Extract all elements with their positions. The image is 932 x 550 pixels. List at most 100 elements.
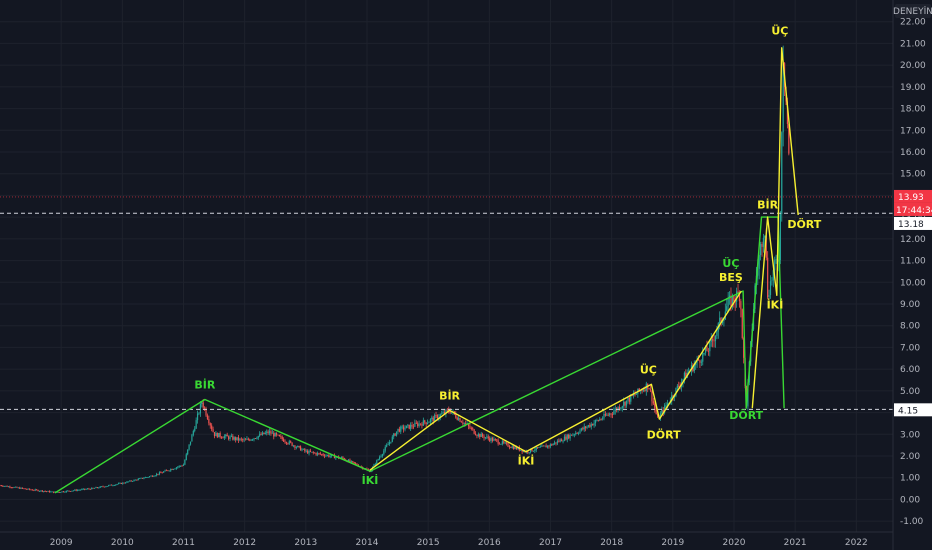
candle-body [597,420,599,421]
candle-body [275,433,278,435]
candle-body [266,431,268,433]
candle-body [624,401,626,406]
candle-body [719,317,721,324]
candle-body [353,461,355,464]
candle-body [44,491,46,492]
candle-body [377,459,379,461]
candle-body [714,335,717,342]
candle-body [75,489,77,491]
y-tick-label: 15.00 [900,170,926,180]
candle-body [397,428,399,432]
x-tick-label: 2015 [417,538,440,548]
candle-body [765,235,767,258]
candle-body [486,436,488,438]
candle-body [483,436,485,439]
candle-body [418,423,420,427]
candle-body [16,486,18,488]
candle-body [242,439,244,441]
candle-body [263,432,265,435]
candle-body [436,415,439,419]
candle-body [41,490,43,492]
candle-body [535,447,537,451]
wave-label: İKİ [362,473,379,487]
candle-body [774,259,776,271]
candle-body [144,477,146,479]
horizontal-levels [0,196,893,410]
candle-body [103,486,106,488]
candle-body [126,481,128,483]
candle-body [137,478,139,481]
candle-body [459,418,461,422]
candle-body [424,420,426,423]
candle-body [188,444,190,450]
y-tick-label: 10.00 [900,278,926,288]
candle-body [589,425,591,427]
candle-body [318,453,320,454]
candle-body [484,437,487,439]
candle-body [565,436,567,440]
candle-body [82,488,84,490]
candle-body [706,346,708,352]
candle-body [40,490,42,492]
candle-body [53,491,55,493]
candle-body [704,346,707,353]
candle-body [165,470,168,472]
candle-body [450,412,453,414]
candle-body [402,426,405,430]
candle-body [449,411,451,414]
candle-body [84,488,86,490]
candle-body [592,424,594,426]
candle-body [555,442,557,444]
candle-body [132,481,134,482]
candle-body [685,372,687,378]
candle-body [325,455,327,457]
candle-body [577,433,580,434]
candle-body [699,360,701,363]
candle-body [206,415,209,420]
candle-body [331,454,333,457]
candle-body [294,445,296,448]
candle-body [743,338,745,358]
candle-body [79,489,82,491]
candle-body [93,488,96,489]
wave-label: DÖRT [647,428,681,442]
candle-body [573,434,575,436]
candle-body [781,132,783,214]
candle-body [513,446,515,450]
y-tick-label: 2.00 [900,452,920,462]
candle-body [600,419,602,421]
candle-body [95,487,97,489]
time-axis[interactable]: 2009 2010 2011 2012 2013 2014 2015 2016 2017 2018… [50,538,868,548]
candle-body [504,442,506,444]
candle-body [782,62,784,133]
candle-body [285,442,288,444]
candle-body [301,449,303,451]
candle-body [697,358,700,361]
candle-body [27,488,29,490]
candle-body [211,425,213,430]
candle-body [710,339,712,342]
top-right-badge[interactable] [895,4,931,18]
candle-body [386,445,388,447]
candle-body [569,434,571,439]
candle-body [563,436,566,441]
candle-body [388,442,391,445]
candle-body [661,409,663,414]
y-tick-label: 22.00 [900,18,926,28]
candle-body [3,486,5,487]
candle-body [700,361,702,363]
candle-body [775,259,777,260]
candle-body [290,441,292,443]
candle-body [316,453,319,455]
candle-body [469,426,471,429]
candle-body [295,447,297,448]
candle-body [222,437,224,439]
candle-body [443,411,446,414]
candle-body [302,448,304,450]
candle-body [233,437,235,440]
candle-body [407,424,409,426]
wave-label: ÜÇ [640,362,657,376]
price-badges: 13.93 17:44:34 13.18 4.15 [894,189,932,417]
candle-body [335,457,337,459]
